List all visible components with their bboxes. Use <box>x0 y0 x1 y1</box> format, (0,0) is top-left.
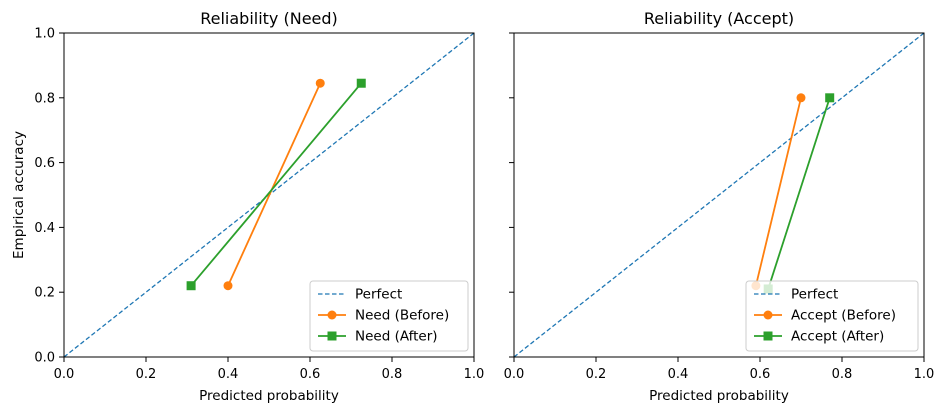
series-need-before <box>223 78 325 291</box>
legend-label: Accept (After) <box>791 329 884 345</box>
legend: Perfect Accept (Before) Accept (After) <box>745 280 919 352</box>
legend-label: Perfect <box>355 287 402 303</box>
legend-label: Need (After) <box>355 329 438 345</box>
x-tick-label: 1.0 <box>914 367 935 382</box>
legend-box <box>309 280 469 352</box>
data-point <box>186 281 196 291</box>
data-point <box>796 93 806 103</box>
legend-marker <box>327 331 337 341</box>
axes-frame <box>513 32 925 358</box>
chart-title: Reliability (Need) <box>200 9 338 28</box>
x-tick-label: 0.4 <box>668 367 689 382</box>
legend-label: Need (Before) <box>355 308 449 324</box>
data-point <box>825 93 835 103</box>
legend-marker <box>763 310 773 320</box>
series-perfect <box>514 33 924 357</box>
x-axis-label: Predicted probability <box>649 388 789 404</box>
x-tick-label: 0.4 <box>218 367 239 382</box>
legend-box <box>745 280 919 352</box>
series-accept-after <box>763 93 835 294</box>
series-line <box>514 33 924 357</box>
legend-marker <box>763 331 773 341</box>
y-tick-label: 0.6 <box>34 156 55 171</box>
series-need-after <box>186 78 366 291</box>
series-line <box>227 82 322 287</box>
subplot-2: Reliability (Accept) 0.0 0.2 0.4 0.6 0.8 1.0 Pr… <box>504 9 935 404</box>
x-tick-label: 0.2 <box>136 367 157 382</box>
axes-frame <box>63 32 475 358</box>
x-tick-label: 0.0 <box>54 367 75 382</box>
subplot-1: Reliability (Need) 0.0 0.2 0.4 0.6 0.8 1.0 0.0 0… <box>11 9 484 404</box>
data-point <box>315 78 325 88</box>
series-line <box>767 97 831 290</box>
y-tick-label: 0.2 <box>34 286 55 301</box>
y-tick-label: 1.0 <box>34 27 55 42</box>
x-tick-label: 0.6 <box>750 367 771 382</box>
x-tick-label: 0.2 <box>586 367 607 382</box>
legend: Perfect Need (Before) Need (After) <box>309 280 469 352</box>
x-tick-label: 0.8 <box>382 367 403 382</box>
legend-marker <box>327 310 337 320</box>
x-tick-label: 1.0 <box>464 367 485 382</box>
y-tick-label: 0.8 <box>34 91 55 106</box>
legend-label: Accept (Before) <box>791 308 896 324</box>
y-tick-label: 0.0 <box>34 351 55 366</box>
legend-label: Perfect <box>791 287 838 303</box>
y-tick-label: 0.4 <box>34 221 55 236</box>
x-tick-label: 0.8 <box>832 367 853 382</box>
y-axis-label: Empirical accuracy <box>11 131 27 259</box>
chart-title: Reliability (Accept) <box>644 9 794 28</box>
series-accept-before <box>751 93 806 291</box>
series-line <box>755 97 802 286</box>
x-axis-label: Predicted probability <box>199 388 339 404</box>
series-line <box>190 82 362 287</box>
data-point <box>223 281 233 291</box>
x-tick-label: 0.0 <box>504 367 525 382</box>
x-tick-label: 0.6 <box>300 367 321 382</box>
data-point <box>356 78 366 88</box>
